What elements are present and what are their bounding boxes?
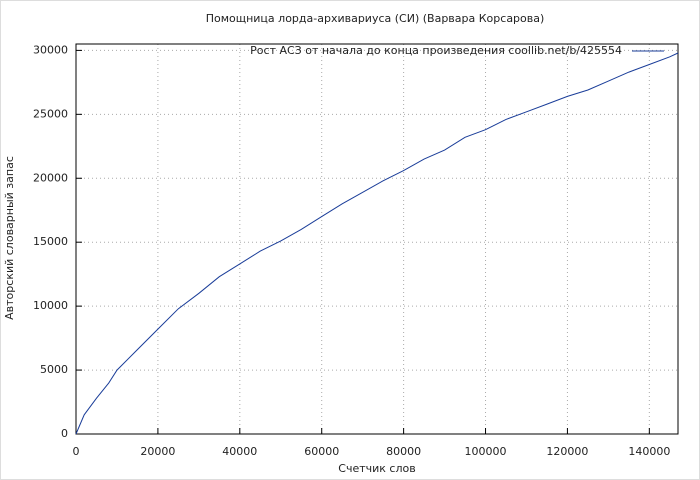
x-tick-label: 120000 — [546, 445, 588, 458]
x-tick-label: 0 — [73, 445, 80, 458]
y-axis-label: Авторский словарный запас — [3, 156, 16, 320]
x-tick-label: 60000 — [304, 445, 339, 458]
x-tick-label: 20000 — [140, 445, 175, 458]
chart-title: Помощница лорда-архивариуса (СИ) (Варвар… — [206, 12, 545, 25]
y-tick-label: 20000 — [33, 171, 68, 184]
y-tick-label: 0 — [61, 427, 68, 440]
y-tick-label: 15000 — [33, 235, 68, 248]
x-tick-label: 80000 — [386, 445, 421, 458]
x-tick-label: 40000 — [222, 445, 257, 458]
y-tick-label: 30000 — [33, 43, 68, 56]
data-line — [75, 52, 679, 435]
y-tick-label: 10000 — [33, 299, 68, 312]
legend-label: Рост АСЗ от начала до конца произведения… — [250, 44, 622, 57]
x-tick-label: 140000 — [628, 445, 670, 458]
plot-frame — [75, 43, 679, 435]
x-tick-label: 100000 — [465, 445, 507, 458]
y-tick-label: 25000 — [33, 107, 68, 120]
x-axis-label: Счетчик слов — [338, 462, 415, 475]
y-tick-label: 5000 — [40, 363, 68, 376]
